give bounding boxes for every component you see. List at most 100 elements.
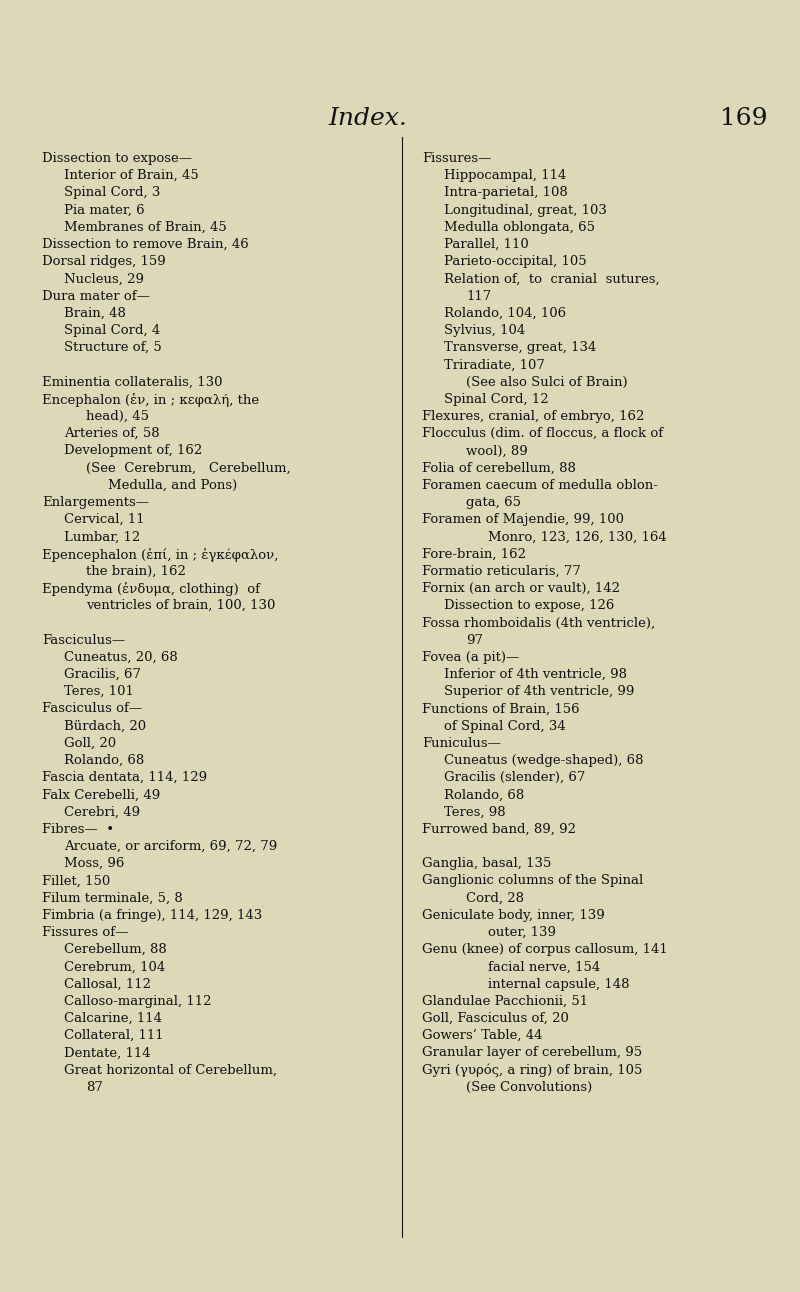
Text: wool), 89: wool), 89 <box>466 444 528 457</box>
Text: Moss, 96: Moss, 96 <box>64 857 124 871</box>
Text: Parieto-occipital, 105: Parieto-occipital, 105 <box>444 256 586 269</box>
Text: Brain, 48: Brain, 48 <box>64 306 126 320</box>
Text: Spinal Cord, 3: Spinal Cord, 3 <box>64 186 160 199</box>
Text: Longitudinal, great, 103: Longitudinal, great, 103 <box>444 204 607 217</box>
Text: Dissection to expose, 126: Dissection to expose, 126 <box>444 599 614 612</box>
Text: the brain), 162: the brain), 162 <box>86 565 186 578</box>
Text: Spinal Cord, 4: Spinal Cord, 4 <box>64 324 160 337</box>
Text: Gowers’ Table, 44: Gowers’ Table, 44 <box>422 1030 542 1043</box>
Text: Development of, 162: Development of, 162 <box>64 444 202 457</box>
Text: Granular layer of cerebellum, 95: Granular layer of cerebellum, 95 <box>422 1047 642 1059</box>
Text: facial nerve, 154: facial nerve, 154 <box>488 960 600 973</box>
Text: Cerebrum, 104: Cerebrum, 104 <box>64 960 166 973</box>
Text: Encephalon (ἐν, in ; κεφαλή, the: Encephalon (ἐν, in ; κεφαλή, the <box>42 393 259 407</box>
Text: 97: 97 <box>466 633 483 646</box>
Text: Spinal Cord, 12: Spinal Cord, 12 <box>444 393 549 406</box>
Text: Pia mater, 6: Pia mater, 6 <box>64 204 145 217</box>
Text: Superior of 4th ventricle, 99: Superior of 4th ventricle, 99 <box>444 685 634 698</box>
Text: Intra-parietal, 108: Intra-parietal, 108 <box>444 186 568 199</box>
Text: Relation of,  to  cranial  sutures,: Relation of, to cranial sutures, <box>444 273 660 286</box>
Text: Folia of cerebellum, 88: Folia of cerebellum, 88 <box>422 461 576 474</box>
Text: Structure of, 5: Structure of, 5 <box>64 341 162 354</box>
Text: Collateral, 111: Collateral, 111 <box>64 1030 164 1043</box>
Text: Great horizontal of Cerebellum,: Great horizontal of Cerebellum, <box>64 1063 277 1076</box>
Text: Enlargements—: Enlargements— <box>42 496 149 509</box>
Text: of Spinal Cord, 34: of Spinal Cord, 34 <box>444 720 566 733</box>
Text: Goll, Fasciculus of, 20: Goll, Fasciculus of, 20 <box>422 1012 569 1025</box>
Text: Genu (knee) of corpus callosum, 141: Genu (knee) of corpus callosum, 141 <box>422 943 668 956</box>
Text: Gyri (γυρός, a ring) of brain, 105: Gyri (γυρός, a ring) of brain, 105 <box>422 1063 642 1078</box>
Text: 169: 169 <box>720 107 768 130</box>
Text: Fasciculus—: Fasciculus— <box>42 633 125 646</box>
Text: Teres, 101: Teres, 101 <box>64 685 134 698</box>
Text: Sylvius, 104: Sylvius, 104 <box>444 324 526 337</box>
Text: (See  Cerebrum,   Cerebellum,: (See Cerebrum, Cerebellum, <box>86 461 290 474</box>
Text: Triradiate, 107: Triradiate, 107 <box>444 358 545 371</box>
Text: Membranes of Brain, 45: Membranes of Brain, 45 <box>64 221 226 234</box>
Text: Furrowed band, 89, 92: Furrowed band, 89, 92 <box>422 823 576 836</box>
Text: Gracilis (slender), 67: Gracilis (slender), 67 <box>444 771 586 784</box>
Text: Transverse, great, 134: Transverse, great, 134 <box>444 341 596 354</box>
Text: Fasciculus of—: Fasciculus of— <box>42 703 142 716</box>
Text: Funiculus—: Funiculus— <box>422 736 501 749</box>
Text: Rolando, 68: Rolando, 68 <box>444 788 524 801</box>
Text: 117: 117 <box>466 289 491 302</box>
Text: Rolando, 68: Rolando, 68 <box>64 755 144 767</box>
Text: Goll, 20: Goll, 20 <box>64 736 116 749</box>
Text: Fascia dentata, 114, 129: Fascia dentata, 114, 129 <box>42 771 207 784</box>
Text: Medulla oblongata, 65: Medulla oblongata, 65 <box>444 221 595 234</box>
Text: 87: 87 <box>86 1081 103 1094</box>
Text: Arcuate, or arciform, 69, 72, 79: Arcuate, or arciform, 69, 72, 79 <box>64 840 278 853</box>
Text: Epencephalon (ἐπί, in ; ἐγκέφαλον,: Epencephalon (ἐπί, in ; ἐγκέφαλον, <box>42 548 278 562</box>
Text: Fillet, 150: Fillet, 150 <box>42 875 110 888</box>
Text: Gracilis, 67: Gracilis, 67 <box>64 668 141 681</box>
Text: Fore-brain, 162: Fore-brain, 162 <box>422 548 526 561</box>
Text: head), 45: head), 45 <box>86 410 149 422</box>
Text: Hippocampal, 114: Hippocampal, 114 <box>444 169 566 182</box>
Text: (See also Sulci of Brain): (See also Sulci of Brain) <box>466 376 628 389</box>
Text: Flexures, cranial, of embryo, 162: Flexures, cranial, of embryo, 162 <box>422 410 644 422</box>
Text: ventricles of brain, 100, 130: ventricles of brain, 100, 130 <box>86 599 275 612</box>
Text: Cord, 28: Cord, 28 <box>466 891 524 904</box>
Text: Fissures—: Fissures— <box>422 152 491 165</box>
Text: Dissection to remove Brain, 46: Dissection to remove Brain, 46 <box>42 238 249 251</box>
Text: Nucleus, 29: Nucleus, 29 <box>64 273 144 286</box>
Text: Cuneatus, 20, 68: Cuneatus, 20, 68 <box>64 651 178 664</box>
Text: Cuneatus (wedge-shaped), 68: Cuneatus (wedge-shaped), 68 <box>444 755 643 767</box>
Text: Geniculate body, inner, 139: Geniculate body, inner, 139 <box>422 908 605 921</box>
Text: Formatio reticularis, 77: Formatio reticularis, 77 <box>422 565 581 578</box>
Text: Index.: Index. <box>329 107 407 130</box>
Text: Monro, 123, 126, 130, 164: Monro, 123, 126, 130, 164 <box>488 531 666 544</box>
Text: Fossa rhomboidalis (4th ventricle),: Fossa rhomboidalis (4th ventricle), <box>422 616 655 629</box>
Text: Glandulae Pacchionii, 51: Glandulae Pacchionii, 51 <box>422 995 588 1008</box>
Text: gata, 65: gata, 65 <box>466 496 521 509</box>
Text: Inferior of 4th ventricle, 98: Inferior of 4th ventricle, 98 <box>444 668 627 681</box>
Text: Fimbria (a fringe), 114, 129, 143: Fimbria (a fringe), 114, 129, 143 <box>42 908 262 921</box>
Text: Cerebri, 49: Cerebri, 49 <box>64 806 140 819</box>
Text: Bürdach, 20: Bürdach, 20 <box>64 720 146 733</box>
Text: (See Convolutions): (See Convolutions) <box>466 1081 592 1094</box>
Text: Dura mater of—: Dura mater of— <box>42 289 150 302</box>
Text: Cerebellum, 88: Cerebellum, 88 <box>64 943 166 956</box>
Text: Callosal, 112: Callosal, 112 <box>64 978 151 991</box>
Text: Dentate, 114: Dentate, 114 <box>64 1047 150 1059</box>
Text: Medulla, and Pons): Medulla, and Pons) <box>108 479 238 492</box>
Text: Calloso-marginal, 112: Calloso-marginal, 112 <box>64 995 211 1008</box>
Text: Falx Cerebelli, 49: Falx Cerebelli, 49 <box>42 788 160 801</box>
Text: Parallel, 110: Parallel, 110 <box>444 238 529 251</box>
Text: Foramen of Majendie, 99, 100: Foramen of Majendie, 99, 100 <box>422 513 624 526</box>
Text: Rolando, 104, 106: Rolando, 104, 106 <box>444 306 566 320</box>
Text: Ganglia, basal, 135: Ganglia, basal, 135 <box>422 857 551 871</box>
Text: Calcarine, 114: Calcarine, 114 <box>64 1012 162 1025</box>
Text: Filum terminale, 5, 8: Filum terminale, 5, 8 <box>42 891 182 904</box>
Text: Fovea (a pit)—: Fovea (a pit)— <box>422 651 519 664</box>
Text: Teres, 98: Teres, 98 <box>444 806 506 819</box>
Text: Flocculus (dim. of floccus, a flock of: Flocculus (dim. of floccus, a flock of <box>422 428 663 441</box>
Text: Cervical, 11: Cervical, 11 <box>64 513 145 526</box>
Text: Interior of Brain, 45: Interior of Brain, 45 <box>64 169 198 182</box>
Text: Fornix (an arch or vault), 142: Fornix (an arch or vault), 142 <box>422 581 620 596</box>
Text: Arteries of, 58: Arteries of, 58 <box>64 428 160 441</box>
Text: Functions of Brain, 156: Functions of Brain, 156 <box>422 703 580 716</box>
Text: Dorsal ridges, 159: Dorsal ridges, 159 <box>42 256 166 269</box>
Text: Fibres—  •: Fibres— • <box>42 823 114 836</box>
